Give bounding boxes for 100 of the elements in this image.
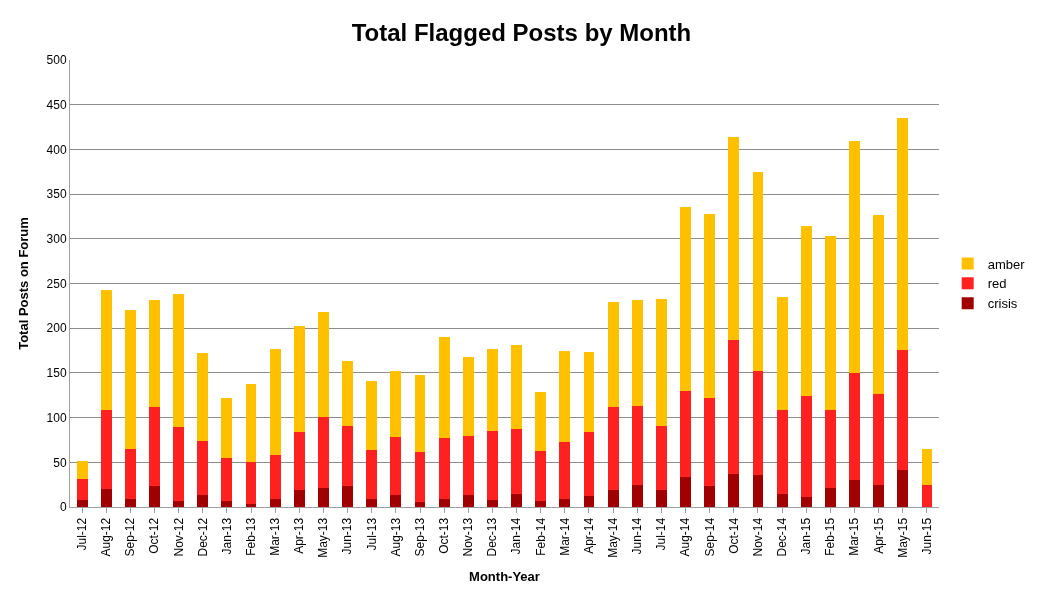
- bar: [149, 406, 160, 486]
- bar: [414, 451, 426, 502]
- bar: [897, 349, 909, 471]
- x-tick-label: Jan-15: [799, 517, 814, 555]
- bar: [342, 485, 354, 507]
- bar: [631, 300, 643, 406]
- bar: [173, 500, 185, 507]
- bar: [100, 489, 112, 507]
- x-tick-label: Jul-13: [364, 517, 379, 551]
- x-tick-label: Dec-14: [775, 517, 789, 557]
- x-tick-label: Jun-13: [340, 517, 355, 555]
- bar: [873, 394, 885, 485]
- x-tick-label: Dec-13: [485, 517, 500, 557]
- bar: [487, 499, 498, 507]
- x-tick-label: Feb-13: [243, 517, 258, 556]
- x-tick-label: Apr-15: [871, 517, 886, 554]
- bar: [366, 449, 378, 499]
- legend-label: crisis: [987, 296, 1018, 312]
- x-tick-label: Aug-13: [388, 517, 403, 557]
- bar: [607, 406, 619, 491]
- y-tick-label: 400: [46, 142, 67, 157]
- x-tick-label: Oct-14: [726, 517, 741, 554]
- bar: [462, 436, 474, 496]
- x-tick-label: Mar-13: [268, 517, 283, 556]
- bar: [269, 498, 281, 507]
- bar: [583, 496, 595, 507]
- bar: [631, 405, 643, 485]
- x-tick-label: May-15: [895, 517, 910, 558]
- y-tick-label: 50: [53, 455, 67, 470]
- bar: [776, 494, 788, 507]
- x-tick-label: Jan-14: [509, 517, 524, 555]
- bar: [535, 500, 547, 507]
- bar: [245, 504, 257, 507]
- bar: [318, 488, 329, 507]
- x-tick-label: Oct-13: [437, 517, 452, 554]
- bar: [390, 371, 402, 438]
- bar: [655, 298, 667, 426]
- y-tick-label: 150: [46, 366, 67, 381]
- bar: [728, 473, 740, 507]
- bar: [897, 118, 909, 350]
- bar: [293, 490, 305, 507]
- bar: [173, 294, 185, 428]
- bar: [752, 371, 764, 475]
- bar: [921, 484, 933, 507]
- x-tick-label: Jul-12: [74, 517, 89, 551]
- x-tick-label: Apr-14: [581, 517, 596, 554]
- x-tick-label: Dec-12: [195, 517, 210, 557]
- bar: [800, 226, 812, 397]
- bar: [680, 390, 691, 477]
- bar: [487, 431, 498, 500]
- bar: [535, 450, 547, 501]
- y-tick-label: 450: [46, 97, 67, 112]
- bar: [462, 356, 474, 437]
- bar: [776, 296, 788, 410]
- bar: [849, 141, 860, 373]
- bar: [511, 345, 522, 430]
- bar: [559, 441, 571, 499]
- x-tick-label: Oct-12: [147, 517, 162, 554]
- bar: [438, 498, 450, 507]
- y-tick-label: 0: [59, 500, 67, 515]
- x-tick-label: May-14: [606, 517, 621, 558]
- y-tick-label: 200: [46, 321, 67, 336]
- bar: [800, 396, 812, 498]
- bar: [655, 490, 667, 507]
- bar: [559, 350, 571, 442]
- x-axis-title: Month-Year: [469, 569, 540, 585]
- bar: [197, 353, 209, 441]
- x-tick-label: Mar-14: [557, 517, 572, 556]
- bar: [680, 476, 691, 507]
- bar: [414, 374, 426, 452]
- bar: [752, 171, 764, 372]
- bar: [318, 312, 329, 417]
- bar: [438, 438, 450, 499]
- bar: [704, 485, 716, 507]
- bar: [390, 495, 402, 507]
- y-tick-label: 300: [46, 232, 67, 246]
- y-axis-title: Total Posts on Forum: [15, 217, 31, 350]
- x-tick-label: Jan-13: [219, 517, 234, 555]
- x-tick-label: Nov-14: [750, 517, 765, 557]
- bar: [124, 310, 136, 449]
- bar: [776, 409, 788, 495]
- bar: [559, 498, 571, 507]
- bar: [269, 348, 281, 456]
- bar: [124, 448, 136, 499]
- y-tick-label: 500: [46, 53, 67, 68]
- bar: [487, 348, 498, 432]
- y-tick-label: 100: [46, 410, 67, 425]
- y-tick-label: 350: [46, 187, 67, 202]
- bar: [342, 425, 354, 486]
- x-tick-label: Nov-12: [171, 517, 186, 557]
- x-tick-label: Mar-15: [847, 517, 862, 556]
- bar: [100, 289, 112, 411]
- bar: [849, 372, 860, 481]
- bar: [873, 214, 885, 395]
- x-tick-label: Feb-15: [823, 517, 838, 556]
- bar: [149, 299, 160, 407]
- bar: [124, 498, 136, 507]
- bar: [149, 485, 160, 507]
- bar: [462, 495, 474, 507]
- bar: [873, 484, 885, 507]
